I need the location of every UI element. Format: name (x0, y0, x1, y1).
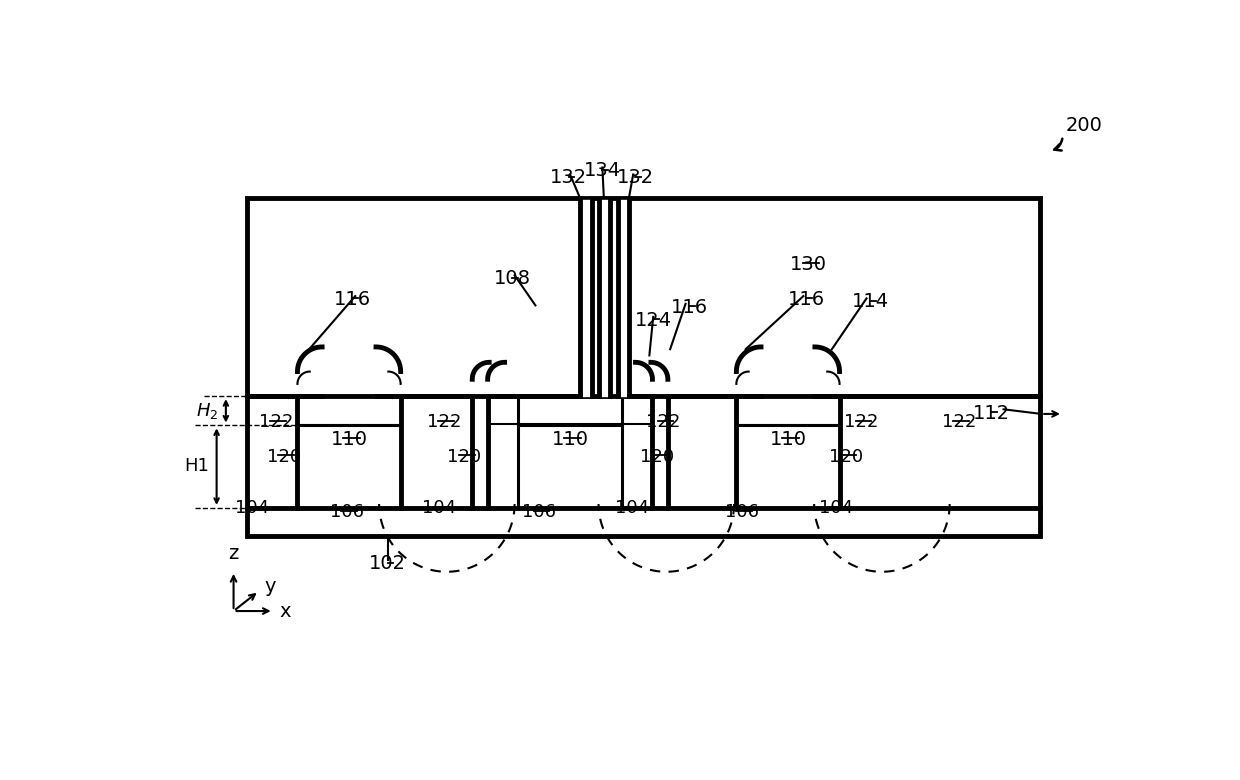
Text: 108: 108 (494, 269, 531, 288)
Text: z: z (228, 544, 239, 563)
Bar (518, 425, 622, 508)
Bar (518, 396, 622, 425)
Text: 116: 116 (671, 298, 708, 317)
Text: 120: 120 (828, 448, 863, 466)
Text: 132: 132 (551, 168, 587, 187)
Bar (247, 197, 1040, 537)
Text: 106: 106 (330, 503, 363, 521)
Bar (737, 425, 841, 508)
Text: 104: 104 (234, 499, 269, 517)
Text: 106: 106 (522, 503, 557, 521)
Text: 130: 130 (790, 255, 827, 275)
Text: 132: 132 (618, 168, 653, 187)
Text: 122: 122 (844, 413, 878, 431)
Text: 104: 104 (818, 499, 853, 517)
Text: 110: 110 (770, 430, 806, 449)
Text: 122: 122 (941, 413, 976, 431)
Text: 106: 106 (724, 503, 759, 521)
Bar (298, 396, 402, 425)
Text: 120: 120 (448, 448, 481, 466)
Bar (737, 396, 841, 425)
Text: 124: 124 (635, 310, 672, 330)
Text: 104: 104 (615, 499, 649, 517)
Text: 200: 200 (1065, 116, 1102, 136)
Text: 104: 104 (422, 499, 456, 517)
Text: 122: 122 (427, 413, 461, 431)
Text: 110: 110 (331, 430, 367, 449)
Text: 120: 120 (267, 448, 300, 466)
Text: H1: H1 (184, 457, 208, 475)
FancyArrowPatch shape (1054, 139, 1063, 151)
Text: 134: 134 (584, 161, 621, 180)
Text: 114: 114 (852, 292, 889, 311)
Text: 102: 102 (370, 554, 405, 573)
Text: $H_2$: $H_2$ (196, 401, 218, 421)
Text: 110: 110 (552, 430, 589, 449)
Bar (298, 425, 402, 508)
Text: 112: 112 (972, 404, 1009, 423)
Text: y: y (264, 577, 275, 596)
Text: 116: 116 (334, 290, 371, 309)
Text: 120: 120 (640, 448, 675, 466)
Text: x: x (280, 601, 291, 621)
Text: 122: 122 (646, 413, 681, 431)
Text: 122: 122 (259, 413, 293, 431)
Text: 116: 116 (787, 290, 825, 309)
